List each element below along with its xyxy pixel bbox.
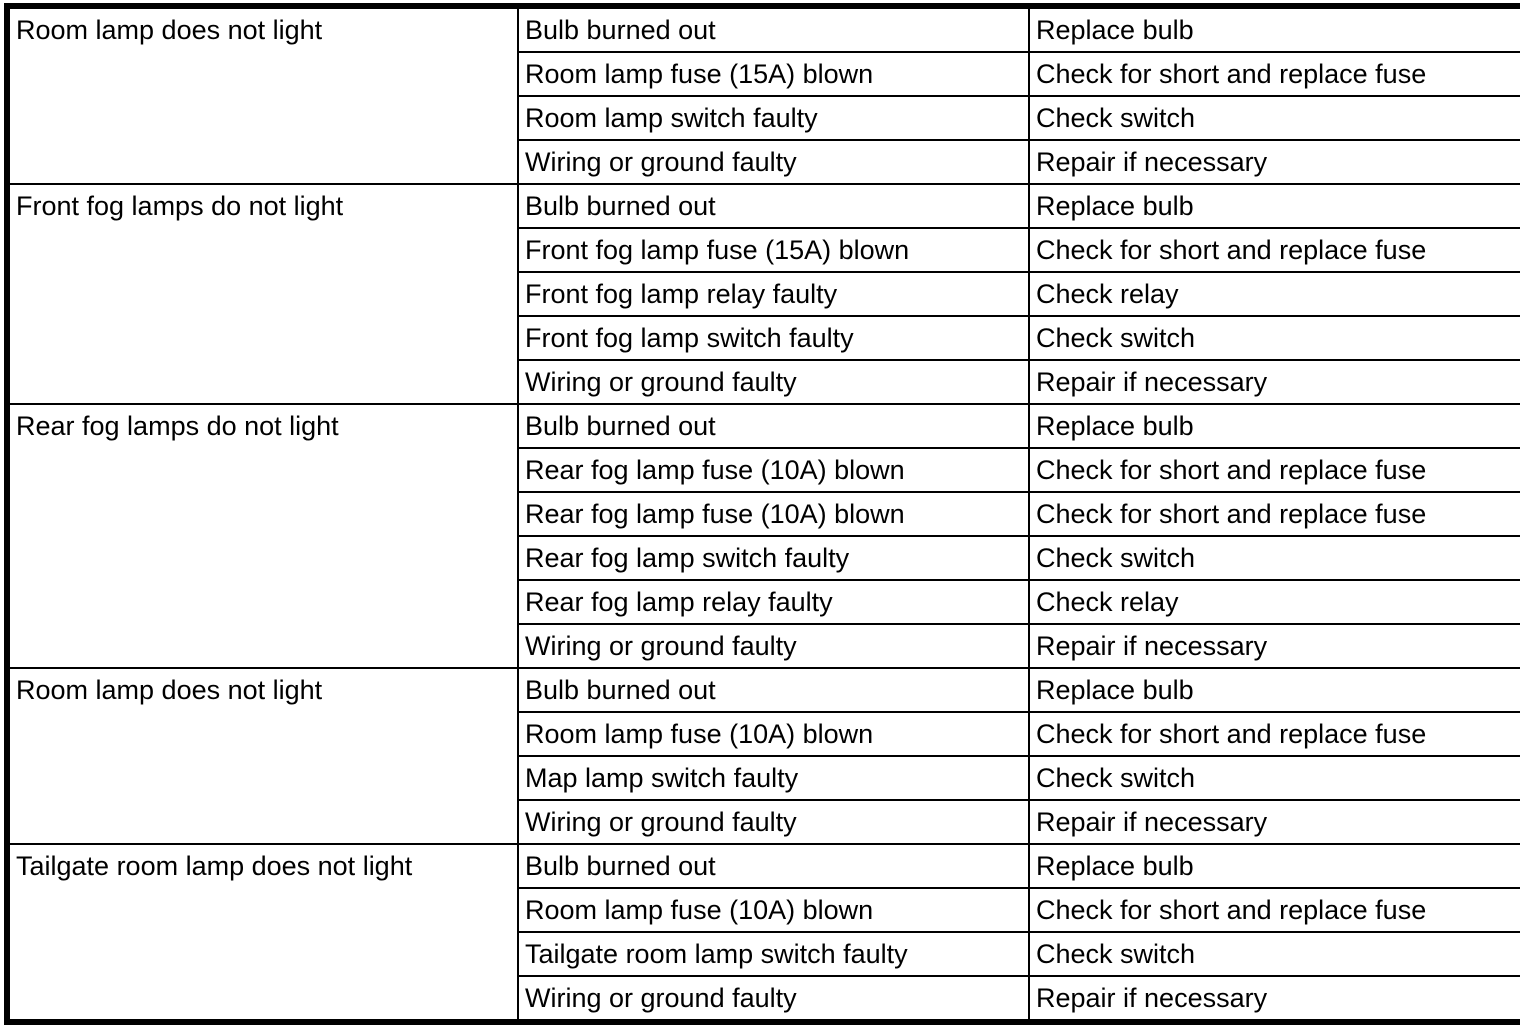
probable-cause-cell: Wiring or ground faulty — [517, 359, 1030, 405]
probable-cause-cell: Wiring or ground faulty — [517, 799, 1030, 845]
table-row: Rear fog lamp fuse (10A) blown Check for … — [7, 491, 1520, 537]
probable-cause-cell: Wiring or ground faulty — [517, 623, 1030, 669]
probable-cause-cell: Front fog lamp switch faulty — [517, 315, 1030, 361]
remedy-cell: Repair if necessary — [1028, 139, 1520, 185]
symptom-cell: Room lamp does not light — [6, 5, 519, 185]
remedy-cell: Check for short and replace fuse — [1028, 887, 1520, 933]
probable-cause-cell: Front fog lamp fuse (15A) blown — [517, 227, 1030, 273]
remedy-cell: Repair if necessary — [1028, 975, 1520, 1023]
remedy-cell: Check switch — [1028, 931, 1520, 977]
remedy-cell: Check for short and replace fuse — [1028, 51, 1520, 97]
remedy-cell: Repair if necessary — [1028, 623, 1520, 669]
remedy-cell: Replace bulb — [1028, 843, 1520, 889]
remedy-cell: Replace bulb — [1028, 183, 1520, 229]
remedy-cell: Repair if necessary — [1028, 799, 1520, 845]
table-row: Rear fog lamp switch faulty Check switch — [7, 535, 1520, 581]
table-row: Rear fog lamp relay faulty Check relay — [7, 579, 1520, 625]
probable-cause-cell: Rear fog lamp fuse (10A) blown — [517, 491, 1030, 537]
remedy-cell: Check for short and replace fuse — [1028, 491, 1520, 537]
probable-cause-cell: Map lamp switch faulty — [517, 755, 1030, 801]
probable-cause-cell: Bulb burned out — [517, 5, 1030, 53]
table-row: Room lamp does not light Bulb burned out R… — [6, 667, 1520, 845]
table-row: Wiring or ground faulty Repair if necessa… — [7, 139, 1520, 185]
remedy-cell: Replace bulb — [1028, 5, 1520, 53]
table-row: Room lamp fuse (10A) blown Check for shor… — [7, 887, 1520, 933]
symptom-cell: Room lamp does not light — [6, 667, 519, 845]
table-row: Tailgate room lamp switch faulty Check sw… — [7, 931, 1520, 977]
scanned-document-page: Room lamp does not light Bulb burned out R… — [4, 3, 1520, 1025]
probable-cause-cell: Room lamp switch faulty — [517, 95, 1030, 141]
probable-cause-cell: Rear fog lamp switch faulty — [517, 535, 1030, 581]
probable-cause-cell: Bulb burned out — [517, 183, 1030, 229]
remedy-cell: Repair if necessary — [1028, 359, 1520, 405]
remedy-cell: Check for short and replace fuse — [1028, 711, 1520, 757]
remedy-cell: Check for short and replace fuse — [1028, 447, 1520, 493]
probable-cause-cell: Bulb burned out — [517, 843, 1030, 889]
table-row: Wiring or ground faulty Repair if necessa… — [7, 623, 1520, 669]
remedy-cell: Check switch — [1028, 755, 1520, 801]
table-row: Rear fog lamp fuse (10A) blown Check for … — [7, 447, 1520, 493]
remedy-cell: Check relay — [1028, 579, 1520, 625]
probable-cause-cell: Wiring or ground faulty — [517, 139, 1030, 185]
symptom-cell: Tailgate room lamp does not light — [6, 843, 519, 1023]
table-row: Room lamp switch faulty Check switch — [7, 95, 1520, 141]
remedy-cell: Check relay — [1028, 271, 1520, 317]
table-row: Tailgate room lamp does not light Bulb bu… — [6, 843, 1520, 1023]
probable-cause-cell: Front fog lamp relay faulty — [517, 271, 1030, 317]
table-row: Front fog lamps do not light Bulb burned … — [6, 183, 1520, 405]
remedy-cell: Check switch — [1028, 535, 1520, 581]
remedy-cell: Check switch — [1028, 315, 1520, 361]
probable-cause-cell: Rear fog lamp fuse (10A) blown — [517, 447, 1030, 493]
probable-cause-cell: Bulb burned out — [517, 667, 1030, 713]
remedy-cell: Replace bulb — [1028, 667, 1520, 713]
table-row: Room lamp fuse (15A) blown Check for shor… — [7, 51, 1520, 97]
remedy-cell: Replace bulb — [1028, 403, 1520, 449]
table-row: Map lamp switch faulty Check switch — [7, 755, 1520, 801]
probable-cause-cell: Room lamp fuse (10A) blown — [517, 887, 1030, 933]
table-row: Front fog lamp switch faulty Check switch — [7, 315, 1520, 361]
remedy-cell: Check for short and replace fuse — [1028, 227, 1520, 273]
table-row: Room lamp does not light Bulb burned out R… — [6, 5, 1520, 185]
symptom-cell: Rear fog lamps do not light — [6, 403, 519, 669]
probable-cause-cell: Room lamp fuse (10A) blown — [517, 711, 1030, 757]
probable-cause-cell: Room lamp fuse (15A) blown — [517, 51, 1030, 97]
probable-cause-cell: Bulb burned out — [517, 403, 1030, 449]
table-row: Rear fog lamps do not light Bulb burned o… — [6, 403, 1520, 669]
probable-cause-cell: Tailgate room lamp switch faulty — [517, 931, 1030, 977]
probable-cause-cell: Rear fog lamp relay faulty — [517, 579, 1030, 625]
table-row: Front fog lamp relay faulty Check relay — [7, 271, 1520, 317]
table-row: Wiring or ground faulty Repair if necessa… — [7, 799, 1520, 845]
table-row: Front fog lamp fuse (15A) blown Check for… — [7, 227, 1520, 273]
symptom-cell: Front fog lamps do not light — [6, 183, 519, 405]
troubleshooting-table-body: Room lamp does not light Bulb burned out R… — [6, 5, 1520, 1023]
table-row: Room lamp fuse (10A) blown Check for shor… — [7, 711, 1520, 757]
remedy-cell: Check switch — [1028, 95, 1520, 141]
troubleshooting-table: Room lamp does not light Bulb burned out R… — [4, 3, 1520, 1025]
table-row: Wiring or ground faulty Repair if necessa… — [7, 359, 1520, 405]
probable-cause-cell: Wiring or ground faulty — [517, 975, 1030, 1023]
